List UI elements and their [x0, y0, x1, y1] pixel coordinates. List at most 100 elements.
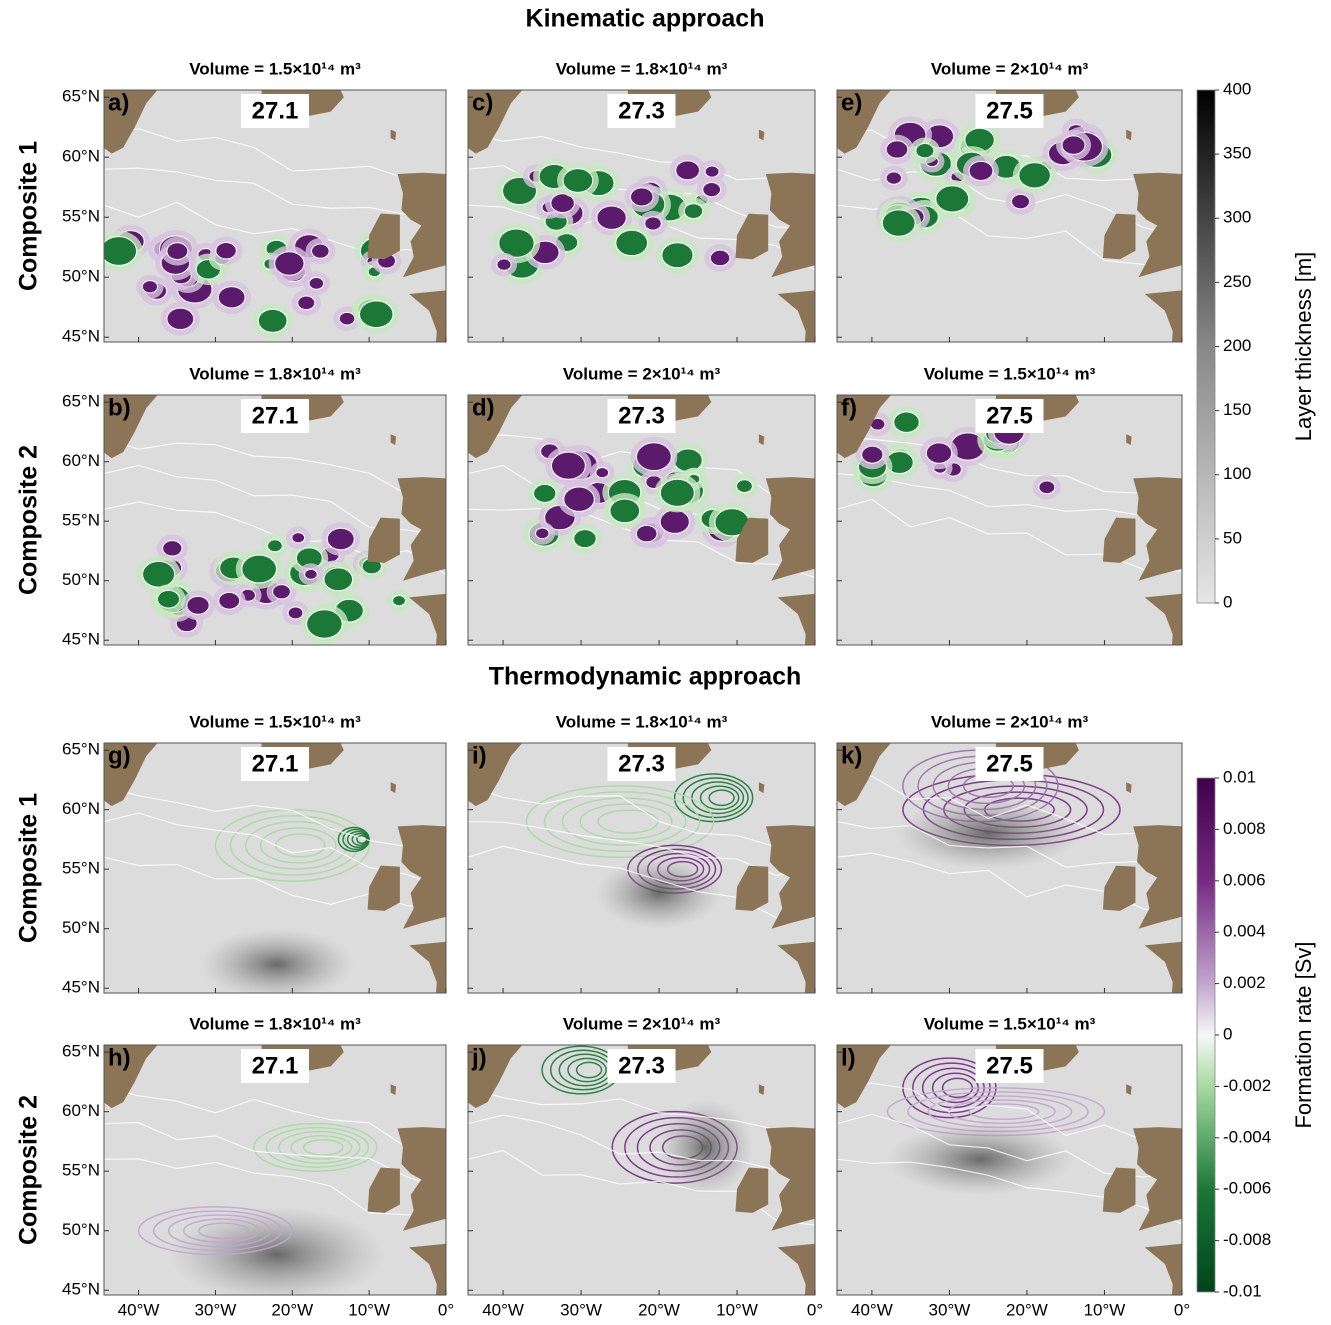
rate-blob: [893, 411, 920, 433]
panel-letter: i): [472, 742, 487, 769]
land: [397, 172, 446, 278]
y-tick-label: 55°N: [62, 859, 100, 878]
rate-blob: [683, 203, 704, 220]
x-tick-label: 40°W: [851, 1300, 893, 1319]
rate-contour: [198, 1222, 249, 1240]
rate-blob: [218, 591, 241, 610]
colorbar-tick-label: 0: [1223, 1024, 1232, 1043]
map-panel: [837, 743, 1182, 993]
rate-contour: [183, 1218, 260, 1244]
land: [777, 941, 815, 993]
rate-blob: [266, 539, 283, 553]
x-tick-label: 20°W: [271, 1300, 313, 1319]
rate-contour: [575, 1061, 603, 1079]
land: [390, 782, 397, 793]
thickness-shade: [169, 1206, 385, 1295]
rate-blob: [573, 529, 597, 549]
rate-blob: [885, 140, 909, 159]
y-tick-label: 45°N: [62, 630, 100, 649]
rate-blob: [326, 527, 355, 551]
land: [758, 782, 765, 793]
x-tick-label: 20°W: [638, 1300, 680, 1319]
density-box: [607, 1049, 676, 1083]
panel-letter: f): [841, 394, 857, 421]
colorbar-tick-label: 0.002: [1223, 973, 1266, 992]
rate-blob: [702, 182, 722, 198]
bathymetry-contour: [468, 1087, 815, 1140]
panel-density: 27.1: [252, 97, 299, 124]
rate-contour: [567, 1057, 607, 1083]
rate-blob: [156, 589, 181, 609]
colorbar-tick-label: 0.008: [1223, 819, 1266, 838]
bathymetry-contour: [837, 498, 1182, 572]
rate-contour: [152, 1210, 282, 1252]
panel-density: 27.1: [252, 402, 299, 429]
row-label: Composite 1: [15, 793, 43, 943]
colorbar-tick-label: 0.004: [1223, 922, 1266, 941]
rate-blob: [1061, 135, 1086, 155]
x-tick-label: 0°: [438, 1300, 454, 1319]
land: [1133, 825, 1182, 929]
land: [104, 743, 158, 807]
rate-blob: [629, 187, 654, 207]
panel-density: 27.3: [618, 750, 665, 777]
panel-volume: Volume = 2×10¹⁴ m³: [563, 364, 721, 383]
panel-frame: [467, 89, 816, 343]
land: [1133, 172, 1182, 278]
rate-contour: [244, 821, 348, 870]
panel-frame: [467, 742, 816, 994]
rate-blob: [308, 276, 325, 290]
rate-blob: [596, 205, 627, 230]
rate-blob: [595, 466, 610, 479]
land: [367, 517, 400, 563]
panel-frame: [836, 394, 1183, 646]
rate-blob: [359, 300, 394, 329]
bathymetry-contour: [468, 785, 815, 848]
density-box: [241, 747, 309, 781]
panel-frame: [467, 394, 816, 646]
map-panel: [104, 743, 446, 993]
land: [777, 290, 815, 342]
y-tick-label: 55°N: [62, 207, 100, 226]
rate-contour: [968, 1103, 1040, 1121]
land: [777, 1243, 815, 1295]
land: [397, 477, 446, 581]
rate-blob: [659, 509, 690, 534]
map-panel: [837, 1045, 1182, 1295]
panel-density: 27.5: [986, 97, 1033, 124]
x-tick-label: 10°W: [716, 1300, 758, 1319]
y-tick-label: 50°N: [62, 267, 100, 286]
rate-blob: [166, 307, 195, 331]
land: [765, 477, 815, 581]
rate-blob: [141, 280, 159, 294]
panel-letter: k): [841, 742, 862, 769]
rate-blob: [635, 442, 672, 472]
x-tick-label: 40°W: [482, 1300, 524, 1319]
map-panel: [468, 395, 815, 645]
rate-blob: [104, 236, 138, 266]
rate-blob: [533, 483, 557, 503]
panel-density: 27.5: [986, 750, 1033, 777]
density-box: [241, 1049, 309, 1083]
panel-volume: Volume = 1.5×10¹⁴ m³: [189, 59, 361, 78]
rate-blob: [241, 554, 277, 584]
panel-volume: Volume = 1.5×10¹⁴ m³: [189, 712, 361, 731]
x-tick-label: 10°W: [348, 1300, 390, 1319]
bathymetry-contour: [837, 1082, 1182, 1154]
rate-contour: [290, 1134, 353, 1160]
land: [1126, 1084, 1132, 1095]
rate-contour: [708, 789, 735, 807]
map-panel: [104, 1045, 446, 1295]
density-box: [975, 399, 1044, 433]
panel-letter: b): [108, 394, 131, 421]
bathymetry-contour: [104, 1158, 446, 1217]
colorbar-tick-label: 250: [1223, 272, 1251, 291]
land: [409, 593, 446, 645]
panel-frame: [103, 1044, 447, 1296]
panel-volume: Volume = 1.8×10¹⁴ m³: [556, 59, 728, 78]
x-tick-label: 0°: [807, 1300, 823, 1319]
panel-volume: Volume = 1.8×10¹⁴ m³: [556, 712, 728, 731]
rate-contour: [691, 781, 745, 815]
colorbar-tick-label: 0.01: [1223, 767, 1256, 786]
colorbar-tick-label: 0: [1223, 592, 1232, 611]
